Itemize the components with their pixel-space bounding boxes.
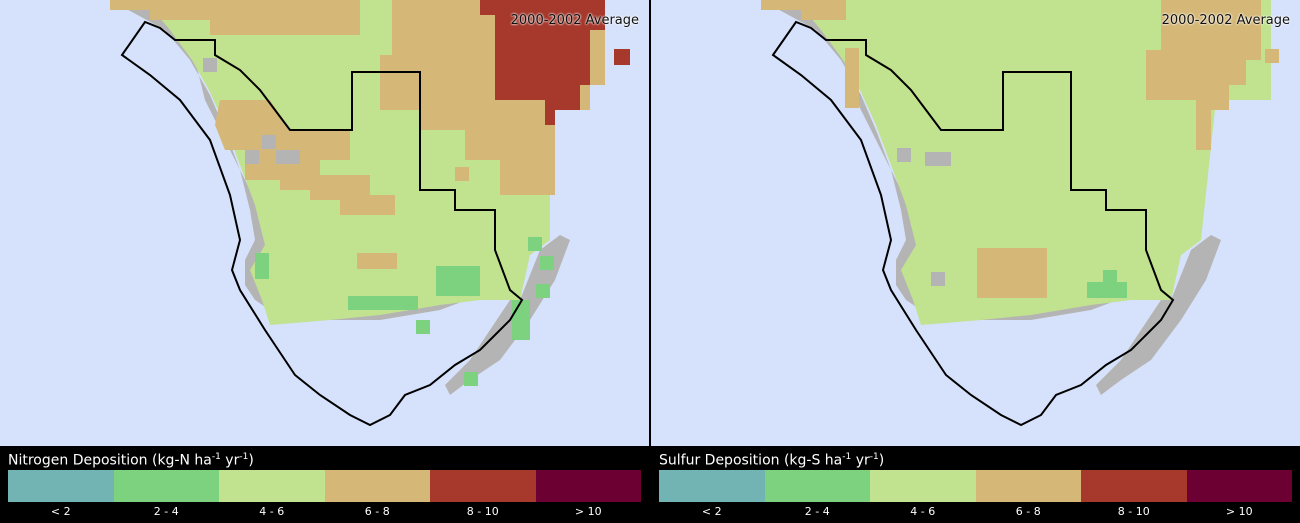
- legend-bin-2-4: [764, 470, 870, 502]
- land-2-4-b: [1103, 270, 1117, 284]
- land-2-4-i: [464, 372, 478, 386]
- land-6-8-patch-b: [977, 248, 1047, 298]
- legend-tick: 6 - 8: [1015, 505, 1041, 518]
- land-6-8-northwest: [706, 0, 846, 20]
- region-boundary: [120, 20, 524, 427]
- legend-bin-6-8: [975, 470, 1081, 502]
- legend-bin-gt10: [1186, 470, 1292, 502]
- land-2-4-b: [348, 296, 418, 310]
- legend-tick: 8 - 10: [1117, 505, 1150, 518]
- land-6-8-islet: [1265, 49, 1279, 63]
- legend-title: Nitrogen Deposition (kg-N ha-1 yr-1): [8, 452, 254, 469]
- nitrogen-map-graphic: [0, 0, 649, 446]
- legend-ticks: < 2 2 - 4 4 - 6 6 - 8 8 - 10 > 10: [659, 505, 1292, 518]
- no-data-cell-1: [262, 135, 276, 149]
- land-6-8-patch2: [455, 167, 469, 181]
- period-label: 2000-2002 Average: [1161, 13, 1290, 28]
- legend-tick: < 2: [50, 505, 71, 518]
- land-6-8-northwest: [55, 0, 360, 35]
- nitrogen-legend: Nitrogen Deposition (kg-N ha-1 yr-1) < 2…: [0, 446, 649, 523]
- legend-tick: > 10: [574, 505, 602, 518]
- land-6-8-northeast: [1146, 0, 1261, 150]
- land-2-4-a: [1087, 282, 1127, 298]
- nitrogen-map: 2000-2002 Average: [0, 0, 649, 446]
- legend-bin-4-6: [870, 470, 976, 502]
- no-data-cell-3: [931, 272, 945, 286]
- land-6-8-patch-a: [845, 48, 859, 108]
- legend-bin-6-8: [324, 470, 430, 502]
- land-2-4-d: [528, 237, 542, 251]
- land-6-8-patch: [357, 253, 397, 269]
- legend-bin-8-10: [430, 470, 536, 502]
- land-2-4-c: [255, 253, 269, 279]
- nitrogen-panel: 2000-2002 Average Nitrogen Deposition (k…: [0, 0, 649, 523]
- land-8-10: [480, 0, 605, 125]
- land-2-4-a: [436, 266, 480, 296]
- sulfur-legend: Sulfur Deposition (kg-S ha-1 yr-1) < 2 2…: [651, 446, 1300, 523]
- legend-tick: 2 - 4: [153, 505, 179, 518]
- sulfur-map-graphic: [651, 0, 1300, 446]
- land-2-4-e: [540, 256, 554, 270]
- no-data-cell-1: [897, 148, 911, 162]
- land-2-4-f: [536, 284, 550, 298]
- legend-bin-lt2: [659, 470, 765, 502]
- legend-tick: 6 - 8: [364, 505, 390, 518]
- legend-bin-lt2: [8, 470, 114, 502]
- legend-bin-gt10: [535, 470, 641, 502]
- legend-bin-4-6: [219, 470, 325, 502]
- no-data-cell-4: [203, 58, 217, 72]
- legend-colorbar: [659, 470, 1292, 502]
- legend-tick: > 10: [1225, 505, 1253, 518]
- legend-bin-8-10: [1081, 470, 1187, 502]
- legend-tick: 8 - 10: [466, 505, 499, 518]
- legend-tick: < 2: [701, 505, 722, 518]
- no-data-cell-2: [276, 150, 300, 164]
- legend-colorbar: [8, 470, 641, 502]
- legend-tick: 2 - 4: [804, 505, 830, 518]
- land-4-6: [145, 0, 550, 325]
- legend-title: Sulfur Deposition (kg-S ha-1 yr-1): [659, 452, 885, 469]
- legend-tick: 4 - 6: [910, 505, 936, 518]
- region-boundary: [771, 20, 1175, 427]
- sulfur-panel: 2000-2002 Average Sulfur Deposition (kg-…: [651, 0, 1300, 523]
- land-2-4-h: [416, 320, 430, 334]
- legend-tick: 4 - 6: [259, 505, 285, 518]
- legend-ticks: < 2 2 - 4 4 - 6 6 - 8 8 - 10 > 10: [8, 505, 641, 518]
- land-2-4-g: [512, 300, 530, 340]
- period-label: 2000-2002 Average: [510, 13, 639, 28]
- no-data-cell-3: [245, 150, 259, 164]
- land-6-8-west: [215, 100, 395, 215]
- land-8-10-islet: [614, 49, 630, 65]
- no-data-cell-2: [925, 152, 951, 166]
- sulfur-map: 2000-2002 Average: [651, 0, 1300, 446]
- legend-bin-2-4: [113, 470, 219, 502]
